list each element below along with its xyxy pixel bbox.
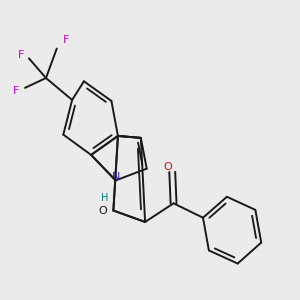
Text: N: N — [112, 172, 120, 182]
Text: O: O — [98, 206, 107, 215]
Text: F: F — [18, 50, 24, 60]
Text: O: O — [164, 162, 172, 172]
Text: F: F — [13, 86, 19, 96]
Text: F: F — [62, 35, 69, 45]
Text: H: H — [101, 193, 109, 203]
